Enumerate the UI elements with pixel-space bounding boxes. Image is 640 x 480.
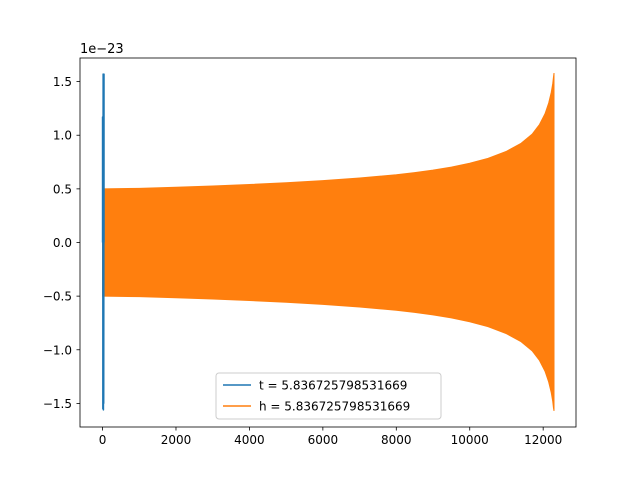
- y-tick-label: −1.5: [43, 397, 72, 411]
- x-tick-label: 12000: [524, 433, 562, 447]
- series-t-line: [101, 73, 105, 411]
- plot-area: [101, 72, 555, 411]
- y-tick-label: −1.0: [43, 343, 72, 357]
- x-tick-label: 8000: [381, 433, 412, 447]
- y-axis-offset-label: 1e−23: [80, 42, 124, 57]
- legend-entry-label: h = 5.836725798531669: [259, 400, 410, 414]
- x-tick-label: 10000: [451, 433, 489, 447]
- y-tick-label: 0.5: [53, 182, 72, 196]
- legend: t = 5.836725798531669 h = 5.8367257985316…: [215, 372, 442, 420]
- legend-entry-label: t = 5.836725798531669: [259, 379, 407, 393]
- x-axis: 0 2000 4000 6000 8000 10000 12000: [99, 427, 562, 447]
- legend-box: [215, 372, 442, 420]
- x-tick-label: 6000: [308, 433, 339, 447]
- y-tick-label: 1.5: [53, 75, 72, 89]
- series-h-area: [102, 72, 555, 411]
- y-axis: −1.5 −1.0 −0.5 0.0 0.5 1.0 1.5: [43, 75, 80, 411]
- y-tick-label: 0.0: [53, 236, 72, 250]
- y-tick-label: −0.5: [43, 290, 72, 304]
- x-tick-label: 2000: [161, 433, 192, 447]
- x-tick-label: 4000: [234, 433, 265, 447]
- x-tick-label: 0: [99, 433, 107, 447]
- y-tick-label: 1.0: [53, 129, 72, 143]
